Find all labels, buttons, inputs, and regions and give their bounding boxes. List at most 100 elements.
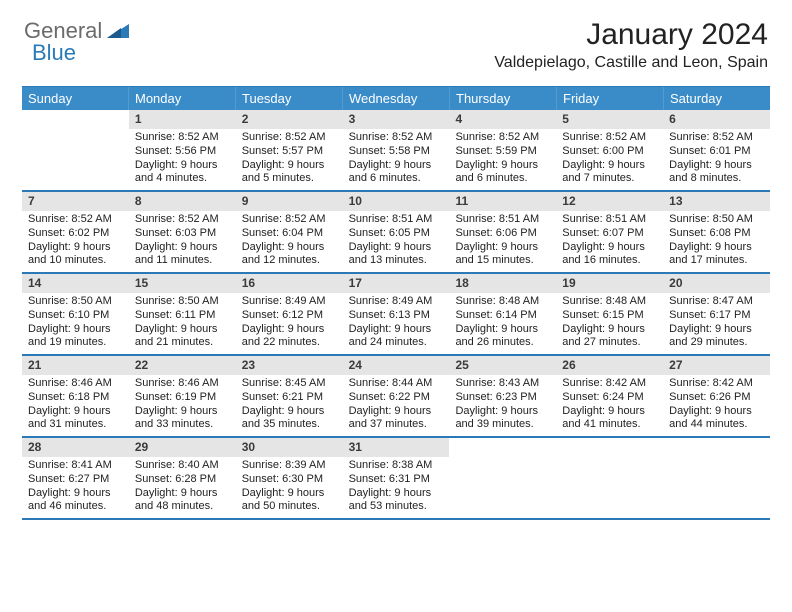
- week-row: 1Sunrise: 8:52 AMSunset: 5:56 PMDaylight…: [22, 110, 770, 192]
- day-line-d1: Daylight: 9 hours: [669, 405, 764, 419]
- day-cell: 15Sunrise: 8:50 AMSunset: 6:11 PMDayligh…: [129, 274, 236, 354]
- day-line-d2: and 39 minutes.: [455, 418, 550, 432]
- day-line-ss: Sunset: 5:59 PM: [455, 145, 550, 159]
- day-line-sr: Sunrise: 8:42 AM: [562, 377, 657, 391]
- day-cell: 2Sunrise: 8:52 AMSunset: 5:57 PMDaylight…: [236, 110, 343, 190]
- day-line-d2: and 29 minutes.: [669, 336, 764, 350]
- day-line-d2: and 48 minutes.: [135, 500, 230, 514]
- brand-triangle-icon: [107, 20, 129, 43]
- day-line-d1: Daylight: 9 hours: [135, 159, 230, 173]
- day-line-d1: Daylight: 9 hours: [135, 323, 230, 337]
- day-line-d1: Daylight: 9 hours: [455, 323, 550, 337]
- day-number: 25: [449, 356, 556, 375]
- day-line-ss: Sunset: 5:57 PM: [242, 145, 337, 159]
- day-cell: 18Sunrise: 8:48 AMSunset: 6:14 PMDayligh…: [449, 274, 556, 354]
- weekday-header: Wednesday: [343, 87, 450, 110]
- day-line-ss: Sunset: 5:56 PM: [135, 145, 230, 159]
- day-line-d1: Daylight: 9 hours: [562, 241, 657, 255]
- day-line-sr: Sunrise: 8:46 AM: [28, 377, 123, 391]
- day-number: 3: [343, 110, 450, 129]
- day-line-sr: Sunrise: 8:51 AM: [349, 213, 444, 227]
- day-line-d2: and 53 minutes.: [349, 500, 444, 514]
- day-line-ss: Sunset: 6:15 PM: [562, 309, 657, 323]
- day-line-d1: Daylight: 9 hours: [562, 323, 657, 337]
- day-line-d1: Daylight: 9 hours: [242, 487, 337, 501]
- weekday-header: Thursday: [450, 87, 557, 110]
- day-line-sr: Sunrise: 8:52 AM: [349, 131, 444, 145]
- day-line-d1: Daylight: 9 hours: [562, 405, 657, 419]
- day-number: 8: [129, 192, 236, 211]
- day-number: 15: [129, 274, 236, 293]
- day-number: 28: [22, 438, 129, 457]
- day-line-d2: and 7 minutes.: [562, 172, 657, 186]
- day-cell: 14Sunrise: 8:50 AMSunset: 6:10 PMDayligh…: [22, 274, 129, 354]
- day-cell: 12Sunrise: 8:51 AMSunset: 6:07 PMDayligh…: [556, 192, 663, 272]
- day-line-ss: Sunset: 6:13 PM: [349, 309, 444, 323]
- day-cell: 5Sunrise: 8:52 AMSunset: 6:00 PMDaylight…: [556, 110, 663, 190]
- day-cell: 29Sunrise: 8:40 AMSunset: 6:28 PMDayligh…: [129, 438, 236, 518]
- weekday-header: Monday: [129, 87, 236, 110]
- day-number: 9: [236, 192, 343, 211]
- day-line-ss: Sunset: 6:19 PM: [135, 391, 230, 405]
- day-number: 11: [449, 192, 556, 211]
- day-line-sr: Sunrise: 8:48 AM: [562, 295, 657, 309]
- day-number: 29: [129, 438, 236, 457]
- week-row: 7Sunrise: 8:52 AMSunset: 6:02 PMDaylight…: [22, 192, 770, 274]
- day-line-d1: Daylight: 9 hours: [349, 323, 444, 337]
- day-cell: 24Sunrise: 8:44 AMSunset: 6:22 PMDayligh…: [343, 356, 450, 436]
- day-number: 4: [449, 110, 556, 129]
- day-line-d2: and 15 minutes.: [455, 254, 550, 268]
- day-body: Sunrise: 8:40 AMSunset: 6:28 PMDaylight:…: [129, 457, 236, 518]
- week-row: 21Sunrise: 8:46 AMSunset: 6:18 PMDayligh…: [22, 356, 770, 438]
- day-line-d2: and 41 minutes.: [562, 418, 657, 432]
- day-line-d2: and 17 minutes.: [669, 254, 764, 268]
- day-line-sr: Sunrise: 8:49 AM: [349, 295, 444, 309]
- day-line-sr: Sunrise: 8:41 AM: [28, 459, 123, 473]
- day-body: Sunrise: 8:50 AMSunset: 6:11 PMDaylight:…: [129, 293, 236, 354]
- day-line-ss: Sunset: 6:23 PM: [455, 391, 550, 405]
- day-line-d1: Daylight: 9 hours: [562, 159, 657, 173]
- day-line-ss: Sunset: 6:08 PM: [669, 227, 764, 241]
- day-line-ss: Sunset: 6:04 PM: [242, 227, 337, 241]
- day-line-d2: and 19 minutes.: [28, 336, 123, 350]
- day-number: 12: [556, 192, 663, 211]
- day-body: Sunrise: 8:48 AMSunset: 6:15 PMDaylight:…: [556, 293, 663, 354]
- day-line-ss: Sunset: 6:07 PM: [562, 227, 657, 241]
- day-line-d1: Daylight: 9 hours: [669, 241, 764, 255]
- day-line-d1: Daylight: 9 hours: [28, 323, 123, 337]
- day-cell: 23Sunrise: 8:45 AMSunset: 6:21 PMDayligh…: [236, 356, 343, 436]
- day-number: 24: [343, 356, 450, 375]
- day-body: Sunrise: 8:51 AMSunset: 6:07 PMDaylight:…: [556, 211, 663, 272]
- day-line-sr: Sunrise: 8:40 AM: [135, 459, 230, 473]
- day-number: 16: [236, 274, 343, 293]
- weekday-header: Friday: [557, 87, 664, 110]
- day-number: 17: [343, 274, 450, 293]
- day-line-d1: Daylight: 9 hours: [242, 159, 337, 173]
- day-body: Sunrise: 8:38 AMSunset: 6:31 PMDaylight:…: [343, 457, 450, 518]
- day-line-sr: Sunrise: 8:45 AM: [242, 377, 337, 391]
- month-title: January 2024: [494, 18, 768, 52]
- day-line-d2: and 16 minutes.: [562, 254, 657, 268]
- day-body: Sunrise: 8:52 AMSunset: 6:01 PMDaylight:…: [663, 129, 770, 190]
- day-line-d1: Daylight: 9 hours: [135, 405, 230, 419]
- day-body: Sunrise: 8:48 AMSunset: 6:14 PMDaylight:…: [449, 293, 556, 354]
- day-line-d1: Daylight: 9 hours: [135, 487, 230, 501]
- day-number: 10: [343, 192, 450, 211]
- day-number: 7: [22, 192, 129, 211]
- day-cell: 19Sunrise: 8:48 AMSunset: 6:15 PMDayligh…: [556, 274, 663, 354]
- day-line-d2: and 21 minutes.: [135, 336, 230, 350]
- day-number: 13: [663, 192, 770, 211]
- day-line-d1: Daylight: 9 hours: [669, 323, 764, 337]
- brand-blue: Blue: [32, 40, 76, 65]
- day-body: Sunrise: 8:43 AMSunset: 6:23 PMDaylight:…: [449, 375, 556, 436]
- day-cell: [22, 110, 129, 190]
- day-body: Sunrise: 8:52 AMSunset: 6:02 PMDaylight:…: [22, 211, 129, 272]
- day-body: Sunrise: 8:51 AMSunset: 6:05 PMDaylight:…: [343, 211, 450, 272]
- day-number: 30: [236, 438, 343, 457]
- day-cell: 8Sunrise: 8:52 AMSunset: 6:03 PMDaylight…: [129, 192, 236, 272]
- day-line-d2: and 4 minutes.: [135, 172, 230, 186]
- day-line-ss: Sunset: 6:05 PM: [349, 227, 444, 241]
- day-line-d1: Daylight: 9 hours: [135, 241, 230, 255]
- day-line-d2: and 5 minutes.: [242, 172, 337, 186]
- brand-blue-wrap: Blue: [32, 40, 76, 66]
